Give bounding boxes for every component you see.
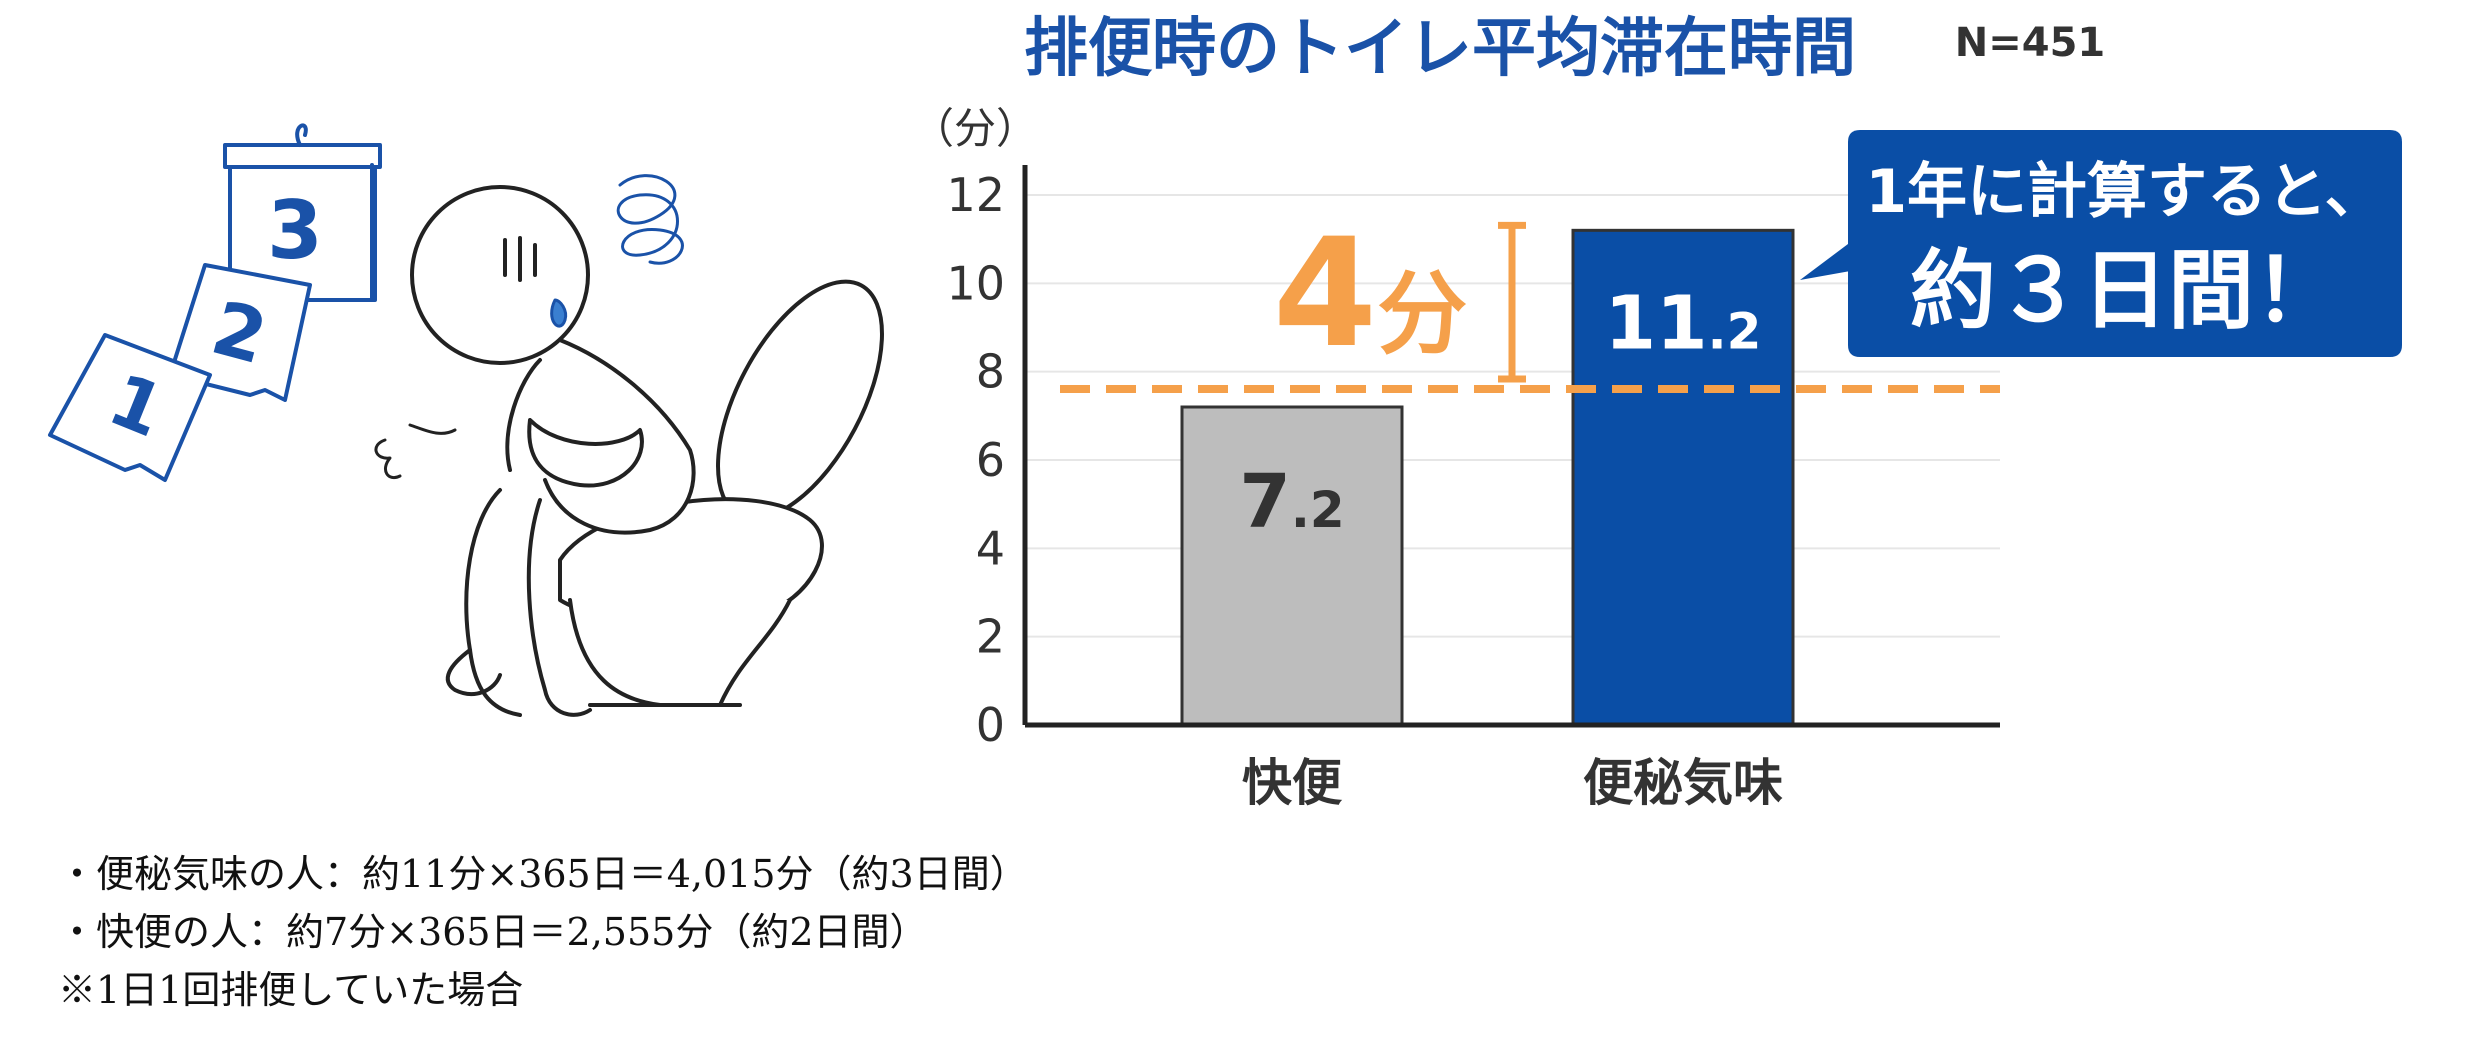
- difference-bracket: [1498, 221, 1526, 383]
- callout-line-1: 1年に計算すると、: [1865, 157, 2384, 227]
- y-tick-label: 12: [946, 168, 1005, 222]
- person-on-toilet-illustration: 3 2 1: [48, 123, 884, 717]
- footnotes: ・便秘気味の人：約11分×365日＝4,015分（約3日間） ・快便の人：約7分…: [58, 845, 1028, 1019]
- footnote-regular: ・快便の人：約7分×365日＝2,555分（約2日間）: [58, 910, 928, 954]
- footnote-assumption: ※1日1回排便していた場合: [58, 968, 524, 1012]
- y-tick-label: 10: [946, 256, 1005, 310]
- calendar-icon: 3 2 1: [48, 123, 382, 482]
- person-icon: [374, 174, 696, 717]
- y-tick-label: 4: [976, 521, 1005, 575]
- bar-1: [1180, 405, 1404, 727]
- y-tick-label: 2: [976, 610, 1005, 664]
- callout-box: 1年に計算すると、 約３日間！: [1800, 130, 2402, 357]
- x-tick-label: 快便: [1242, 754, 1343, 812]
- value-label-1: 7.2: [1239, 459, 1344, 545]
- callout-line-2: 約３日間！: [1910, 241, 2340, 341]
- bar-2: [1571, 228, 1795, 727]
- difference-label: 4分: [1273, 207, 1467, 381]
- axis-labels: 0 2 4 6 8 10 12 快便 便秘気味: [946, 168, 1783, 812]
- chart-title: 排便時のトイレ平均滞在時間: [1024, 12, 1856, 86]
- y-tick-label: 0: [976, 698, 1005, 752]
- value-label-2: 11.2: [1605, 280, 1762, 366]
- annotations: 4分: [1060, 207, 2000, 393]
- footnote-constipated: ・便秘気味の人：約11分×365日＝4,015分（約3日間）: [58, 852, 1028, 896]
- y-tick-label: 8: [976, 345, 1005, 399]
- bars: 7.2 11.2: [1180, 228, 1795, 727]
- x-tick-label: 便秘気味: [1583, 754, 1783, 812]
- sample-size-label: N=451: [1955, 20, 2106, 66]
- axes: [1022, 165, 2000, 728]
- y-tick-label: 6: [976, 433, 1005, 487]
- y-axis-unit-label: （分）: [912, 104, 1038, 153]
- calendar-page-3-label: 3: [267, 184, 323, 277]
